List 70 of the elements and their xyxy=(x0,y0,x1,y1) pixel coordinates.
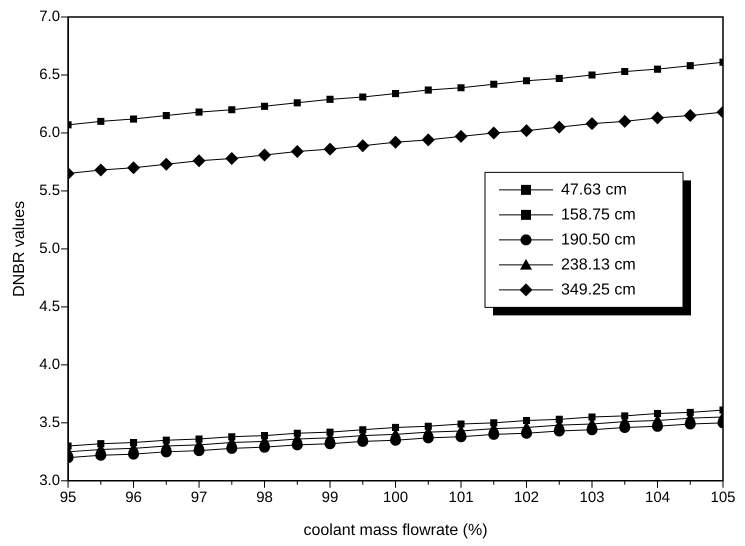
point xyxy=(196,108,203,116)
point xyxy=(160,158,173,171)
y-tick-label: 6.5 xyxy=(39,66,60,84)
point xyxy=(359,93,366,101)
point xyxy=(225,152,238,165)
y-tick-label: 5.5 xyxy=(39,182,60,200)
legend-label: 190.50 cm xyxy=(561,231,636,248)
y-tick-label: 4.5 xyxy=(39,298,60,316)
point xyxy=(258,148,272,162)
point xyxy=(684,109,697,122)
point xyxy=(392,424,400,431)
point xyxy=(588,413,596,421)
point xyxy=(97,118,104,125)
point xyxy=(522,416,530,424)
point xyxy=(356,139,370,152)
point xyxy=(588,71,596,79)
point xyxy=(457,420,465,428)
y-tick-label: 7.0 xyxy=(39,8,60,26)
point xyxy=(621,68,628,76)
x-tick-label: 96 xyxy=(125,488,142,506)
point xyxy=(424,86,432,94)
point xyxy=(324,142,337,156)
point xyxy=(392,90,400,98)
x-tick-label: 100 xyxy=(383,488,408,506)
point xyxy=(651,111,664,124)
x-tick-label: 104 xyxy=(644,488,670,506)
y-tick-label: 5.0 xyxy=(39,240,60,258)
point xyxy=(422,133,435,146)
y-axis-title: DNBR values xyxy=(11,200,28,297)
x-tick-label: 102 xyxy=(514,488,540,506)
point xyxy=(294,99,301,106)
point xyxy=(586,117,599,130)
point xyxy=(127,161,140,174)
point xyxy=(522,77,530,84)
point xyxy=(389,136,402,149)
point xyxy=(261,102,268,110)
x-tick-label: 103 xyxy=(579,488,605,506)
x-tick-label: 101 xyxy=(448,488,474,506)
x-tick-label: 95 xyxy=(60,488,76,506)
y-tick-label: 6.0 xyxy=(39,124,60,142)
point xyxy=(556,74,563,82)
y-tick-label: 3.0 xyxy=(39,472,60,489)
x-axis-title: coolant mass flowrate (%) xyxy=(303,522,488,539)
point xyxy=(686,62,694,70)
x-tick-label: 98 xyxy=(256,488,273,506)
point xyxy=(490,80,498,88)
point xyxy=(552,120,566,134)
y-tick-label: 4.0 xyxy=(39,356,60,373)
point xyxy=(654,410,662,418)
point xyxy=(454,130,468,143)
point xyxy=(228,106,236,114)
legend-label: 158.75 cm xyxy=(561,206,636,224)
y-tick-label: 3.5 xyxy=(39,414,60,431)
point xyxy=(290,145,304,158)
x-tick-label: 105 xyxy=(710,488,736,506)
point xyxy=(654,66,662,73)
point xyxy=(162,112,170,120)
point xyxy=(457,84,465,92)
point xyxy=(326,96,334,103)
point xyxy=(520,124,534,138)
legend-label: 349.25 cm xyxy=(561,281,636,298)
point xyxy=(487,126,500,140)
legend-label: 47.63 cm xyxy=(561,181,627,198)
point xyxy=(94,164,108,177)
legend-label: 238.13 cm xyxy=(561,256,636,274)
x-tick-label: 99 xyxy=(322,488,338,506)
point xyxy=(130,116,138,123)
x-tick-label: 97 xyxy=(190,488,208,506)
point xyxy=(192,154,206,168)
point xyxy=(618,114,632,128)
